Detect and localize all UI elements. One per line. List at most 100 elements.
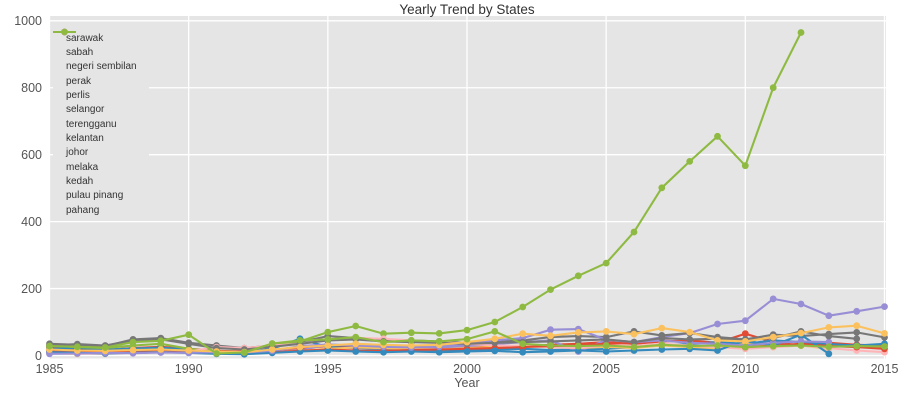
- data-point-pahang: [213, 350, 220, 357]
- x-tick-label: 1995: [313, 362, 342, 376]
- data-point-johor: [324, 347, 332, 354]
- data-point-pahang: [825, 343, 833, 351]
- data-point-pulau-pinang: [519, 330, 527, 338]
- data-point-selangor: [574, 272, 582, 280]
- data-point-selangor: [741, 162, 749, 170]
- legend-item-pahang: pahang: [53, 28, 137, 217]
- data-point-kedah: [630, 338, 638, 346]
- legend-label: selangor: [66, 104, 105, 116]
- data-point-kedah: [658, 334, 666, 342]
- series-line-selangor: [48, 31, 803, 354]
- data-point-selangor: [380, 330, 387, 338]
- data-point-pahang: [185, 331, 193, 339]
- data-point-selangor: [407, 329, 415, 337]
- data-point-pahang: [268, 340, 276, 347]
- y-tick-label: 200: [21, 281, 42, 296]
- data-point-pulau-pinang: [574, 329, 582, 336]
- data-point-negeri-sembilan: [853, 307, 861, 315]
- data-point-negeri-sembilan: [741, 317, 749, 325]
- data-point-pahang: [769, 342, 777, 350]
- data-point-kedah: [185, 340, 193, 348]
- data-point-pulau-pinang: [185, 347, 193, 354]
- data-point-pahang: [435, 338, 443, 345]
- data-point-perak: [853, 329, 861, 336]
- y-tick-label: 600: [21, 147, 42, 162]
- data-point-johor: [825, 350, 833, 358]
- legend-marker-icon: [53, 28, 76, 36]
- data-point-pulau-pinang: [129, 346, 137, 354]
- data-point-johor: [435, 348, 443, 356]
- data-point-pahang: [797, 342, 805, 349]
- data-point-pulau-pinang: [741, 338, 749, 345]
- data-point-selangor: [769, 84, 777, 92]
- data-point-pahang: [574, 342, 582, 350]
- data-point-johor: [352, 348, 360, 355]
- data-point-selangor: [658, 184, 666, 192]
- data-point-kedah: [602, 336, 610, 343]
- data-point-pahang: [352, 333, 360, 341]
- data-point-pulau-pinang: [407, 342, 415, 349]
- data-point-pulau-pinang: [630, 330, 638, 338]
- legend-item-negeri-sembilan: negeri sembilan: [53, 28, 137, 74]
- legend-label: sabah: [66, 46, 94, 58]
- data-point-pahang: [658, 341, 666, 349]
- y-tick-label: 1000: [14, 13, 42, 28]
- data-point-pahang: [463, 335, 471, 343]
- data-point-selangor: [352, 322, 360, 330]
- x-tick-label: 2015: [870, 362, 899, 376]
- data-point-kedah: [686, 336, 694, 343]
- data-point-pahang: [157, 337, 165, 345]
- data-point-pahang: [547, 342, 554, 349]
- data-point-pulau-pinang: [296, 343, 304, 351]
- data-point-pulau-pinang: [602, 328, 610, 335]
- y-tick-label: 800: [21, 80, 42, 95]
- data-point-pahang: [630, 343, 638, 351]
- data-point-negeri-sembilan: [797, 300, 805, 308]
- legend-item-terengganu: terengganu: [53, 28, 137, 131]
- data-point-johor: [547, 348, 554, 355]
- data-point-johor: [602, 348, 610, 355]
- legend-item-kedah: kedah: [53, 28, 137, 188]
- data-point-pulau-pinang: [547, 332, 554, 340]
- x-tick-label: 2005: [592, 362, 621, 376]
- data-point-pahang: [380, 338, 387, 346]
- x-tick-label: 2000: [453, 362, 481, 376]
- data-point-pahang: [714, 342, 721, 349]
- legend-item-johor: johor: [53, 28, 137, 160]
- data-point-pulau-pinang: [825, 324, 833, 331]
- data-point-negeri-sembilan: [769, 295, 777, 303]
- legend-label: terengganu: [66, 118, 117, 130]
- data-point-selangor: [797, 29, 805, 36]
- data-point-pulau-pinang: [797, 329, 805, 337]
- data-point-pulau-pinang: [881, 330, 888, 337]
- plot-background: [49, 16, 886, 359]
- y-tick-label: 400: [21, 214, 42, 229]
- data-point-selangor: [714, 132, 721, 140]
- legend-item-melaka: melaka: [53, 28, 137, 174]
- data-point-pulau-pinang: [157, 346, 165, 353]
- data-point-pahang: [240, 349, 248, 356]
- data-point-kedah: [574, 337, 582, 344]
- data-point-melaka: [547, 326, 554, 334]
- x-tick-label: 1990: [174, 362, 203, 376]
- legend-item-selangor: selangor: [53, 28, 137, 117]
- data-point-selangor: [324, 328, 332, 336]
- data-point-pulau-pinang: [714, 337, 721, 344]
- legend-item-pulau-pinang: pulau pinang: [53, 28, 137, 203]
- data-point-selangor: [686, 158, 694, 165]
- data-point-johor: [491, 347, 499, 355]
- data-point-pahang: [491, 328, 499, 335]
- data-point-kedah: [825, 332, 833, 340]
- data-point-pulau-pinang: [324, 342, 332, 349]
- data-point-pahang: [46, 342, 53, 350]
- data-point-negeri-sembilan: [714, 320, 721, 328]
- legend: sarawak sabah negeri sembilan perak perlis se…: [53, 27, 149, 222]
- data-point-selangor: [519, 303, 527, 311]
- data-point-negeri-sembilan: [825, 312, 833, 320]
- data-point-johor: [380, 348, 387, 356]
- data-point-kedah: [853, 335, 861, 343]
- data-point-pulau-pinang: [686, 328, 694, 336]
- data-point-johor: [714, 347, 721, 354]
